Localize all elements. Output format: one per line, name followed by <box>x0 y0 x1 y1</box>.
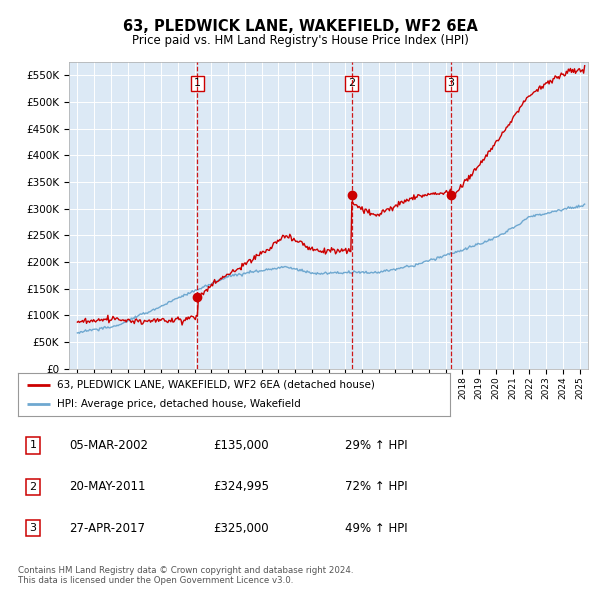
Text: 3: 3 <box>29 523 37 533</box>
Text: £324,995: £324,995 <box>213 480 269 493</box>
Text: 1: 1 <box>29 441 37 450</box>
Text: 49% ↑ HPI: 49% ↑ HPI <box>345 522 407 535</box>
Text: 29% ↑ HPI: 29% ↑ HPI <box>345 439 407 452</box>
Text: 05-MAR-2002: 05-MAR-2002 <box>69 439 148 452</box>
Text: 2: 2 <box>29 482 37 491</box>
Text: 1: 1 <box>194 78 201 88</box>
Text: £325,000: £325,000 <box>213 522 269 535</box>
Text: Contains HM Land Registry data © Crown copyright and database right 2024.: Contains HM Land Registry data © Crown c… <box>18 566 353 575</box>
Text: 3: 3 <box>448 78 455 88</box>
Text: 63, PLEDWICK LANE, WAKEFIELD, WF2 6EA (detached house): 63, PLEDWICK LANE, WAKEFIELD, WF2 6EA (d… <box>57 380 375 390</box>
Text: 72% ↑ HPI: 72% ↑ HPI <box>345 480 407 493</box>
Text: 2: 2 <box>348 78 355 88</box>
Text: 63, PLEDWICK LANE, WAKEFIELD, WF2 6EA: 63, PLEDWICK LANE, WAKEFIELD, WF2 6EA <box>122 19 478 34</box>
Text: Price paid vs. HM Land Registry's House Price Index (HPI): Price paid vs. HM Land Registry's House … <box>131 34 469 47</box>
Text: This data is licensed under the Open Government Licence v3.0.: This data is licensed under the Open Gov… <box>18 576 293 585</box>
Text: £135,000: £135,000 <box>213 439 269 452</box>
Text: 27-APR-2017: 27-APR-2017 <box>69 522 145 535</box>
Text: HPI: Average price, detached house, Wakefield: HPI: Average price, detached house, Wake… <box>57 399 301 409</box>
Text: 20-MAY-2011: 20-MAY-2011 <box>69 480 146 493</box>
